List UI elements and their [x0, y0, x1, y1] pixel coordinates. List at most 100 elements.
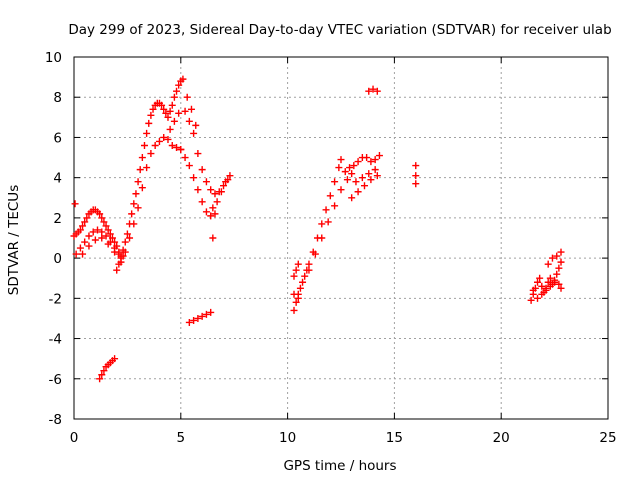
data-point: [294, 294, 302, 302]
data-point: [151, 141, 159, 149]
x-tick-label: 10: [279, 430, 296, 446]
data-point: [85, 232, 93, 240]
data-point: [371, 166, 379, 174]
data-point: [207, 186, 215, 194]
data-point: [175, 81, 183, 89]
data-point: [555, 280, 563, 288]
data-point: [343, 176, 351, 184]
data-point: [185, 117, 193, 125]
data-point: [354, 188, 362, 196]
data-point: [209, 204, 217, 212]
data-point: [190, 316, 198, 324]
data-point: [548, 254, 556, 262]
data-point: [138, 184, 146, 192]
data-point: [371, 156, 379, 164]
data-point: [181, 107, 189, 115]
data-point: [354, 158, 362, 166]
x-tick-label: 5: [177, 430, 186, 446]
data-point: [79, 222, 87, 230]
data-point: [373, 87, 381, 95]
data-point: [363, 154, 371, 162]
y-tick-label: -8: [49, 412, 62, 428]
data-point: [111, 355, 119, 363]
x-tick-label: 25: [599, 430, 616, 446]
data-point: [412, 172, 420, 180]
data-point: [91, 236, 99, 244]
data-point: [168, 141, 176, 149]
data-point: [136, 166, 144, 174]
data-point: [98, 234, 106, 242]
data-point: [290, 272, 298, 280]
data-point: [202, 310, 210, 318]
data-point: [102, 232, 110, 240]
data-point: [190, 129, 198, 137]
chart-title: Day 299 of 2023, Sidereal Day-to-day VTE…: [68, 22, 611, 38]
data-point: [190, 174, 198, 182]
data-point: [76, 226, 84, 234]
data-point: [331, 202, 339, 210]
data-point: [158, 101, 166, 109]
data-point: [348, 170, 356, 178]
data-point: [299, 278, 307, 286]
series-peak-4-5h: [160, 75, 187, 154]
data-point: [147, 150, 155, 158]
data-point: [185, 162, 193, 170]
data-point: [123, 230, 131, 238]
data-point: [365, 87, 373, 95]
data-point: [83, 214, 91, 222]
data-point: [348, 194, 356, 202]
data-point: [104, 240, 112, 248]
data-point: [96, 375, 104, 383]
data-point: [290, 306, 298, 314]
y-tick-label: -4: [49, 332, 62, 348]
data-point: [81, 238, 89, 246]
data-point: [143, 164, 151, 172]
data-point: [177, 146, 185, 154]
data-point: [337, 156, 345, 164]
data-point: [538, 282, 546, 290]
data-point: [292, 298, 300, 306]
data-point: [544, 260, 552, 268]
data-point: [140, 141, 148, 149]
data-point: [121, 248, 129, 256]
data-point: [81, 218, 89, 226]
data-point: [100, 218, 108, 226]
data-point: [143, 129, 151, 137]
data-point: [202, 178, 210, 186]
data-point: [179, 75, 187, 83]
data-point: [121, 238, 129, 246]
data-point: [553, 252, 561, 260]
data-point: [350, 162, 358, 170]
data-point: [102, 222, 110, 230]
series-rise-2-4h: [113, 99, 168, 274]
data-point: [175, 109, 183, 117]
series-cluster-21-23h: [527, 248, 565, 304]
data-point: [220, 182, 228, 190]
data-point: [529, 286, 537, 294]
data-point: [557, 284, 565, 292]
data-point: [96, 210, 104, 218]
data-point: [373, 172, 381, 180]
data-point: [160, 105, 168, 113]
data-point: [412, 162, 420, 170]
data-point: [134, 204, 142, 212]
data-point: [100, 367, 108, 375]
data-point: [89, 228, 97, 236]
data-point: [542, 286, 550, 294]
data-point: [369, 85, 377, 93]
data-point: [115, 260, 123, 268]
y-tick-label: -2: [49, 291, 62, 307]
gridlines: [74, 57, 608, 419]
data-point: [173, 87, 181, 95]
x-tick-label: 20: [493, 430, 510, 446]
data-point: [375, 152, 383, 160]
data-point: [173, 144, 181, 151]
data-point: [211, 190, 219, 198]
data-point: [198, 166, 206, 174]
data-point: [194, 314, 202, 322]
data-point: [538, 290, 546, 298]
data-point: [335, 164, 343, 172]
series-dip-1h: [96, 355, 119, 383]
series-fall-5-7h: [177, 93, 234, 220]
data-point: [98, 371, 106, 379]
